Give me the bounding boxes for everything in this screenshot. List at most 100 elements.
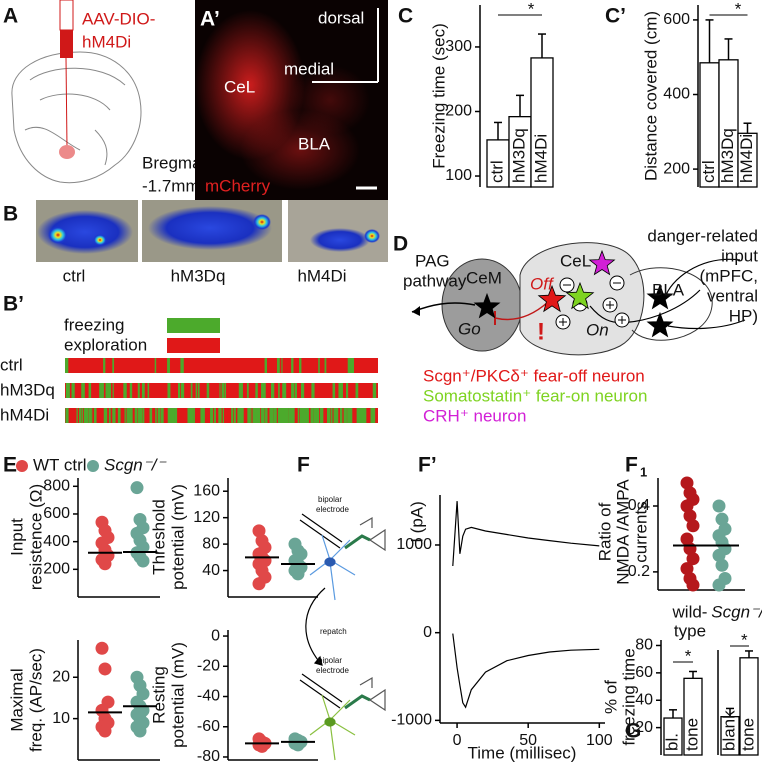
y-axis-label: Input [7,518,26,556]
ethogram-stripe [177,383,181,398]
trace [452,501,600,567]
ethogram-stripe [189,408,193,423]
ethogram-stripe [218,408,220,423]
ethogram-stripe [103,358,106,373]
y-axis-label: I (pA) [407,501,426,543]
panel-label: A [3,5,18,28]
y-tick-label: 0 [211,627,220,644]
ethogram-stripe [279,408,282,423]
ethogram-stripe [277,358,280,373]
diagram-label: ventral [707,286,758,305]
panel-label: D [393,233,408,256]
ethogram-stripe [240,383,243,398]
y-tick-label: 0.2 [628,563,650,580]
ethogram-stripe [180,358,183,373]
ethogram-stripe [291,358,294,373]
panel-label: B’ [3,293,24,316]
ethogram-stripe [141,383,145,398]
pipette-tip [65,57,68,149]
ethogram-stripe [255,383,257,398]
ethogram-stripe [252,408,256,423]
ethogram-stripe [303,408,305,423]
ethogram-stripe [250,408,252,423]
legend-swatch [167,338,220,353]
data-point [130,481,144,495]
ethogram-stripe [313,408,316,423]
y-tick-label: 1000 [396,536,432,553]
ethogram-stripe [361,408,364,423]
category-label: hM3Dq [718,128,737,183]
construct: AAV-DIO- [82,9,155,28]
ethogram-stripe [285,408,289,423]
ethogram-stripe [174,408,177,423]
pipette [60,30,73,58]
ethogram-stripe [336,408,339,423]
ethogram-bar [65,358,378,373]
group-label: wild- [672,602,708,621]
data-point [133,724,147,738]
ethogram-stripe [130,408,133,423]
ethogram-stripe [297,408,300,423]
ethogram-stripe [327,408,331,423]
ethogram-stripe [256,383,258,398]
image-label: hM3Dq [171,266,226,285]
ethogram-stripe [219,383,221,398]
ethogram-stripe [107,383,112,398]
electrode-label: electrode [316,505,349,514]
bregma: Bregma [142,153,202,172]
panel-label: F [297,454,310,477]
ethogram-stripe [155,408,157,423]
data-point [98,724,112,738]
ethogram-stripe [83,408,86,423]
ethogram-stripe [210,408,214,423]
stain-label: mCherry [205,176,271,195]
y-axis-label: freq. (AP/sec) [26,648,45,752]
construct: hM4Di [82,32,131,51]
y-tick-label: 20 [52,668,70,685]
category-label: hM4Di [531,134,550,183]
data-point [98,557,112,571]
ethogram-stripe [88,408,91,423]
panel-label: G [625,720,641,743]
row-label: hM3Dq [0,380,55,399]
ethogram-stripe [167,408,171,423]
data-point [95,641,109,655]
row-label: ctrl [0,355,23,374]
region-label: dorsal [318,8,364,27]
y-tick-label: 80 [635,637,653,654]
diagram-label: danger-related [647,226,758,245]
neurons [473,249,674,338]
ethogram-stripe [180,383,185,398]
ethogram-stripe [347,358,351,373]
ethogram-stripe [147,383,150,398]
ethogram-stripe [193,408,195,423]
ethogram-stripe [282,408,286,423]
diagram-label: Off [530,274,555,293]
ethogram-stripe [91,408,93,423]
region-label: BLA [298,134,331,153]
ethogram-stripe [224,383,227,398]
neuron-star [646,283,674,310]
ethogram-stripe [124,408,126,423]
ethogram-stripe [332,383,336,398]
ethogram-stripe [108,408,111,423]
ethogram-stripe [221,383,225,398]
ethogram-stripe [129,383,133,398]
ethogram-stripe [88,383,90,398]
legend-label: Scgn⁻/⁻ [104,455,167,474]
ethogram-stripe [93,408,97,423]
ethogram-stripe [255,408,259,423]
category-label: bl. [662,733,681,751]
ethogram-stripe [301,408,304,423]
diagram-label: HP) [729,306,758,325]
legend-label: CRH⁺ neuron [423,406,526,425]
group-label: Scgn⁻/⁻ [711,602,762,621]
diagram-label: PAG [415,251,450,270]
ethogram-stripe [197,383,200,398]
ethogram-stripe [356,383,359,398]
data-point [686,578,700,592]
y-tick-label: 600 [43,505,70,522]
data-point [291,567,305,581]
ethogram-stripe [169,408,173,423]
ethogram-stripe [134,408,138,423]
